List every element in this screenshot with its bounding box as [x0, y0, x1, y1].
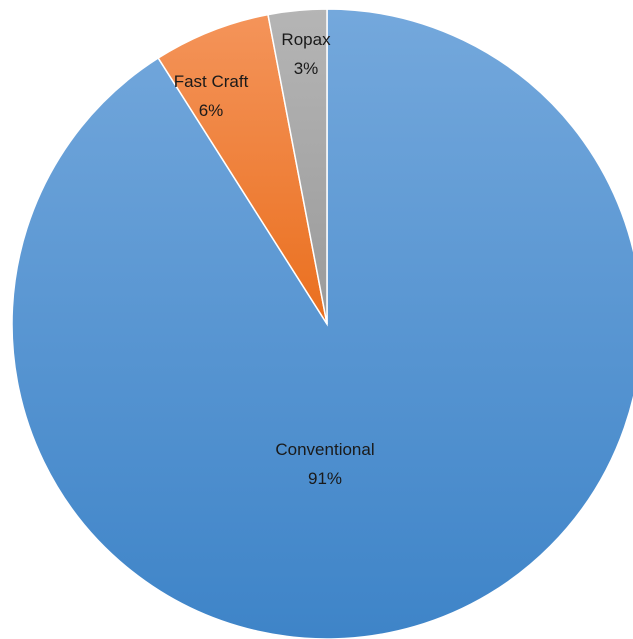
data-label-conventional-percent: 91% [308, 469, 342, 488]
data-label-fast-craft-name: Fast Craft [174, 72, 249, 91]
pie-slice-fast-craft [157, 13, 328, 325]
pie-slice-conventional [11, 8, 633, 639]
data-label-fast-craft-percent: 6% [199, 101, 224, 120]
slices-layer [11, 8, 633, 639]
data-label-conventional-name: Conventional [275, 440, 374, 459]
data-label-ropax-name: Ropax [281, 30, 331, 49]
labels-layer: Conventional 91% Fast Craft 6% Ropax 3% [174, 30, 375, 488]
pie-slice-ropax [267, 8, 328, 325]
data-label-ropax-percent: 3% [294, 59, 319, 78]
